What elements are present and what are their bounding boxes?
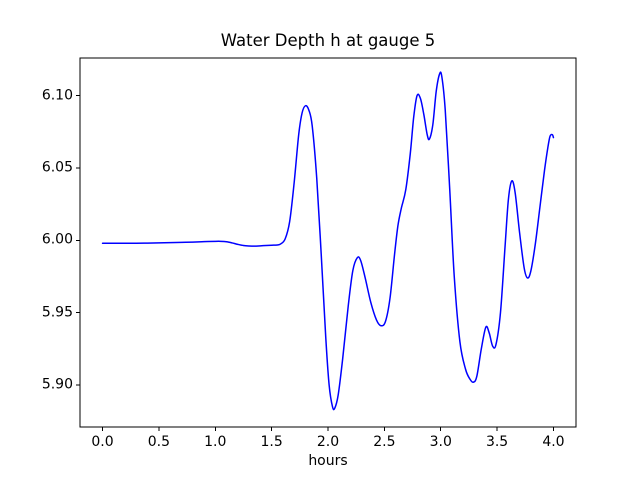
y-axis-ticks [76, 95, 80, 386]
water-depth-line [101, 71, 555, 411]
y-tick-label: 5.90 [41, 376, 73, 393]
x-tick-label: 2.5 [373, 434, 396, 450]
y-tick-label: 6.00 [41, 231, 73, 248]
x-tick-label: 4.0 [542, 434, 565, 450]
x-tick-label: 2.0 [316, 434, 340, 450]
x-tick-label: 3.0 [429, 434, 452, 450]
plot-border [79, 57, 577, 428]
y-tick-label: 6.05 [41, 159, 73, 176]
chart-title: Water Depth h at gauge 5 [220, 31, 436, 50]
x-axis-label: hours [308, 453, 348, 469]
x-tick-label: 0.5 [147, 434, 171, 450]
x-tick-label: 0.0 [91, 434, 114, 450]
y-tick-label: 6.10 [41, 87, 73, 104]
y-tick-label: 5.95 [41, 304, 73, 321]
x-tick-label: 1.0 [204, 434, 227, 450]
x-tick-label: 1.5 [260, 434, 283, 450]
x-tick-label: 3.5 [485, 434, 509, 450]
x-axis-ticks [102, 427, 554, 431]
